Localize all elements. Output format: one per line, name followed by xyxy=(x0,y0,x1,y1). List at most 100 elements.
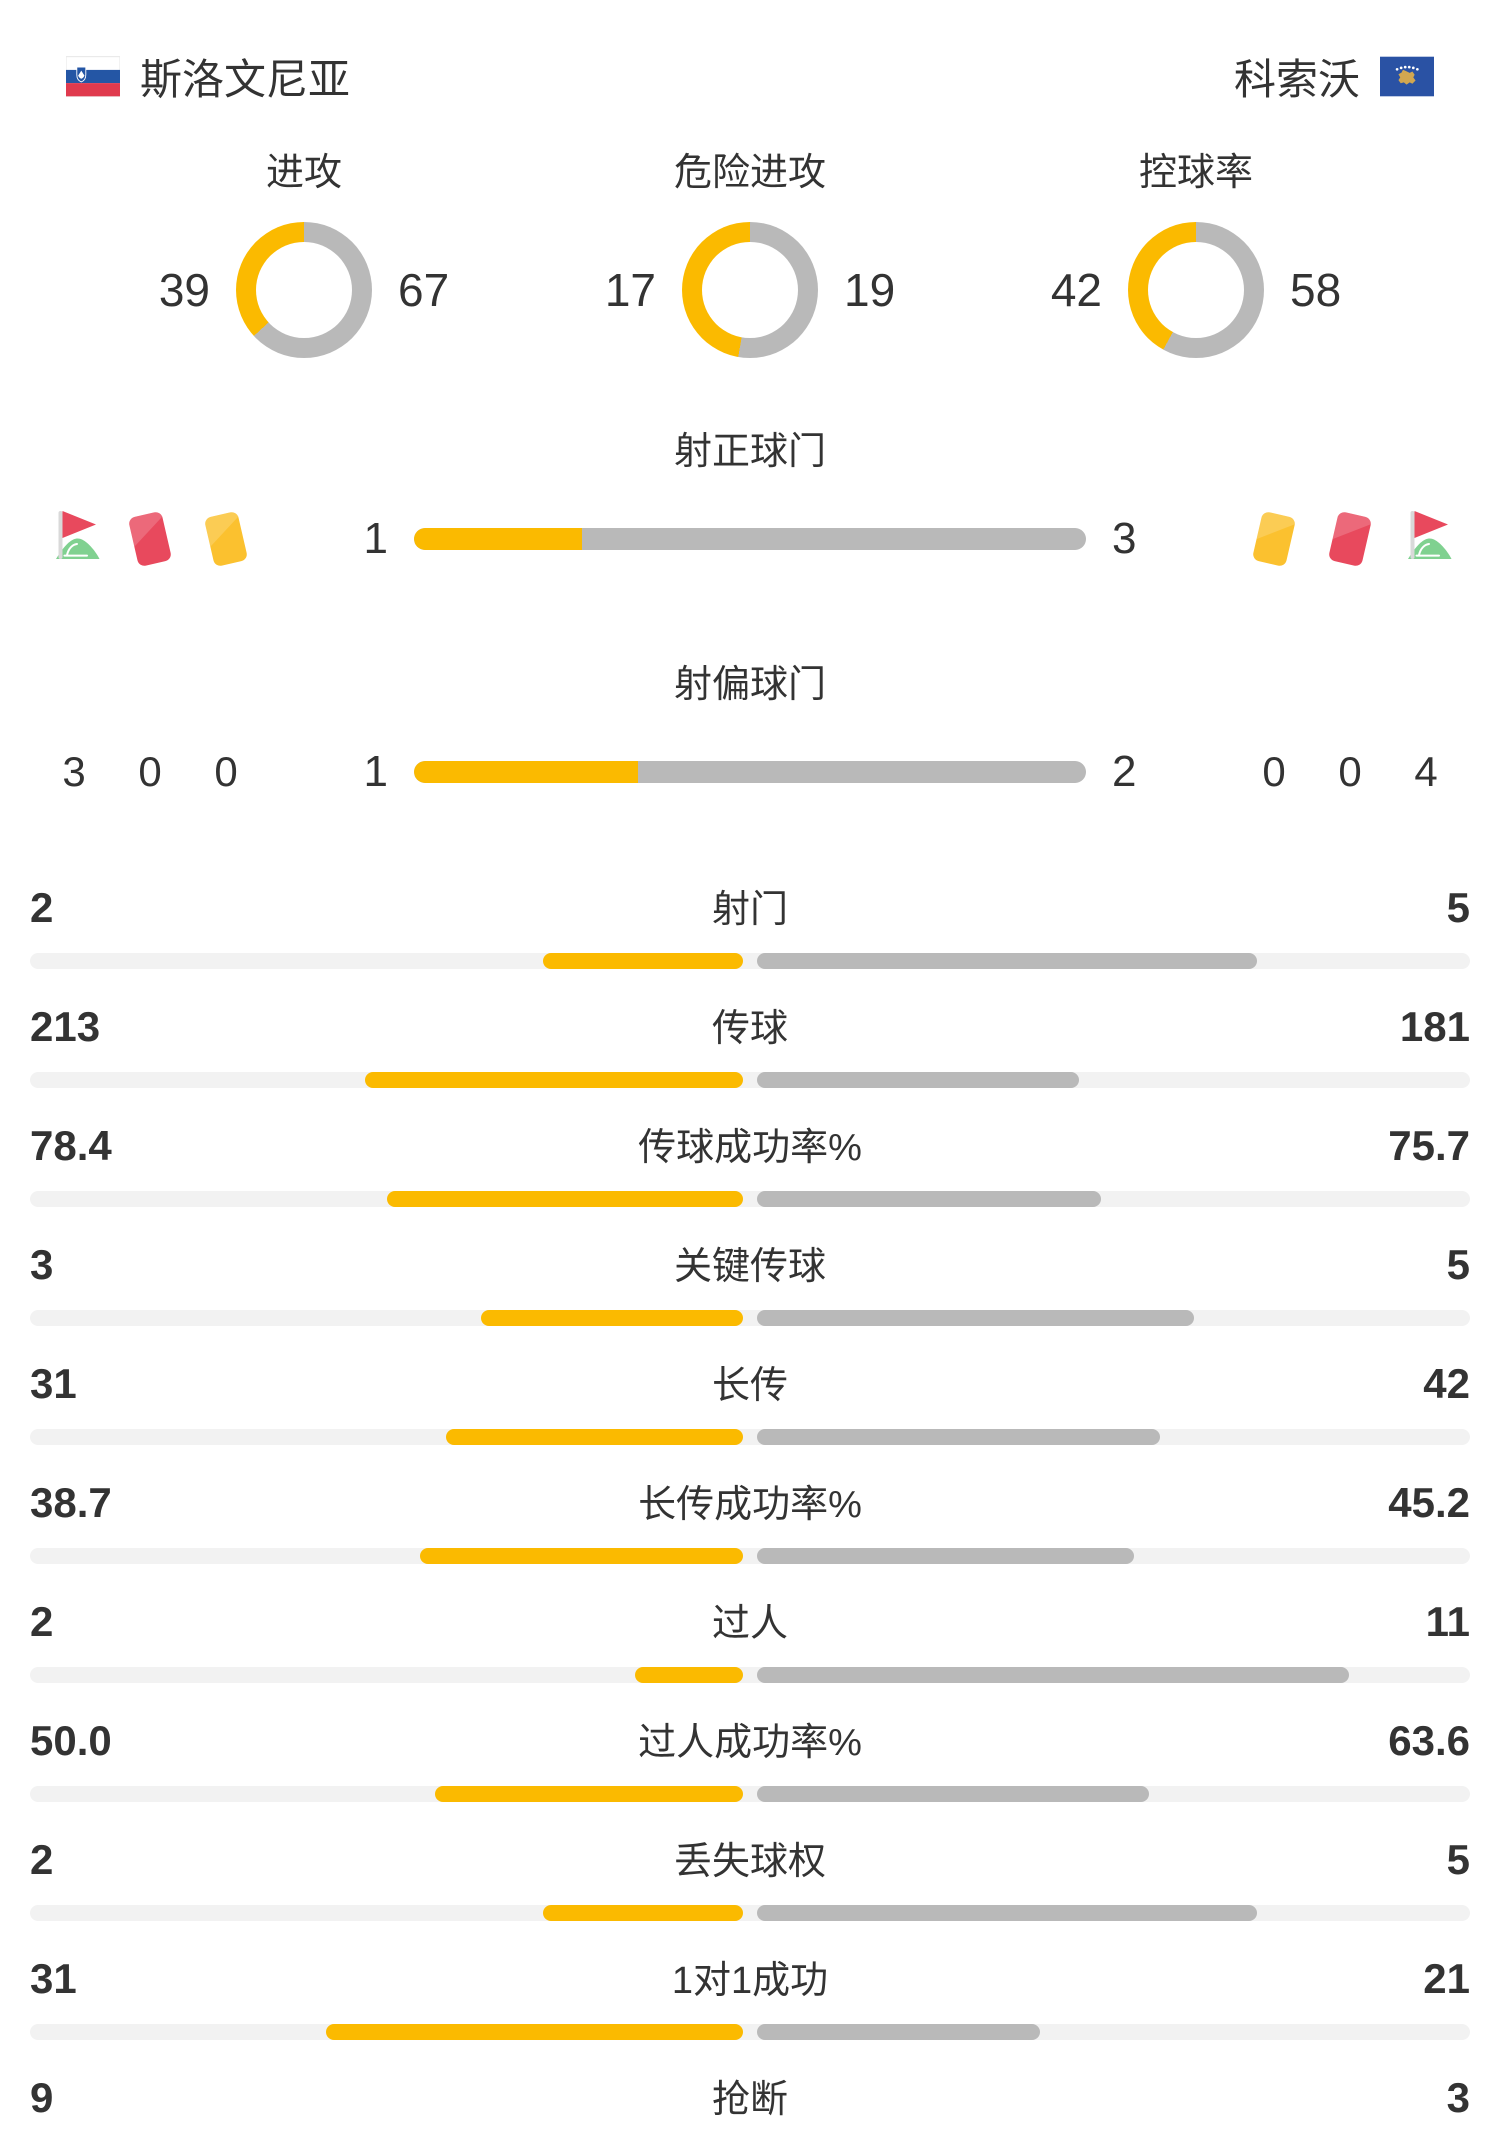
stat-label: 关键传球 xyxy=(673,1246,826,1288)
home-value: 9 xyxy=(30,2074,54,2121)
away-bar xyxy=(757,1429,1160,1445)
home-bar-fill xyxy=(414,528,582,550)
home-bar xyxy=(420,1548,743,1564)
bar-track xyxy=(30,1548,1470,1564)
home-value: 1 xyxy=(363,514,388,563)
away-value: 5 xyxy=(1446,1241,1470,1288)
stat-row: 2 过人 11 xyxy=(30,1564,1470,1683)
yellow-card-icon xyxy=(1235,500,1312,579)
stat-row: 31 1对1成功 21 xyxy=(30,1921,1470,2040)
donut-ring xyxy=(1128,222,1264,358)
home-discipline-icons xyxy=(42,506,258,572)
stat-row: 31 长传 42 xyxy=(30,1326,1470,1445)
stat-head: 2 丢失球权 5 xyxy=(30,1830,1470,1885)
bar-track xyxy=(30,1310,1470,1326)
stat-label: 传球成功率% xyxy=(638,1127,862,1169)
stat-label: 长传 xyxy=(711,1365,788,1407)
stat-row: 3 关键传球 5 xyxy=(30,1207,1470,1326)
home-bar xyxy=(542,1905,743,1921)
away-value: 21 xyxy=(1423,1955,1470,2002)
away-bar xyxy=(757,1667,1350,1683)
yellow-card-icon xyxy=(187,500,264,579)
bar-track xyxy=(30,1429,1470,1445)
away-yellow-cards-count: 0 xyxy=(1262,748,1286,795)
kosovo-flag-icon xyxy=(1380,56,1434,97)
home-team: 斯洛文尼亚 xyxy=(66,46,350,107)
away-value: 5 xyxy=(1446,884,1470,931)
donut-2: 控球率 42 58 xyxy=(973,141,1419,358)
home-value: 31 xyxy=(30,1360,77,1407)
bar-track xyxy=(30,1072,1470,1088)
bar-track xyxy=(30,2024,1470,2040)
donut-charts-section: 进攻 39 67 危险进攻 17 19 控球率 42 58 xyxy=(0,141,1500,358)
stats-list: 2 射门 5 213 传球 181 78.4 传球成功率% 75.7 3 关键传球 5 31 长传 42 38… xyxy=(30,850,1470,2138)
donut-away-value: 58 xyxy=(1290,264,1342,316)
away-bar xyxy=(757,1548,1134,1564)
slovenia-flag-icon xyxy=(66,56,120,97)
stat-label: 1对1成功 xyxy=(671,1960,829,2002)
away-value: 3 xyxy=(1446,2074,1470,2121)
away-value: 63.6 xyxy=(1388,1717,1470,1764)
donut-title: 进攻 xyxy=(265,152,342,194)
home-discipline-values: 3 0 0 xyxy=(42,748,258,796)
stat-head: 2 射门 5 xyxy=(30,878,1470,933)
home-bar xyxy=(445,1429,743,1445)
away-bar xyxy=(757,1310,1195,1326)
stat-head: 3 关键传球 5 xyxy=(30,1235,1470,1290)
away-discipline-icons xyxy=(1242,506,1458,572)
home-bar xyxy=(386,1191,743,1207)
away-bar xyxy=(757,1191,1101,1207)
stat-row: 213 传球 181 xyxy=(30,969,1470,1088)
donut-0: 进攻 39 67 xyxy=(81,141,527,358)
home-bar-fill xyxy=(414,761,638,783)
stat-label: 抢断 xyxy=(711,2079,788,2121)
away-corners-count: 4 xyxy=(1414,748,1438,795)
away-value: 75.7 xyxy=(1388,1122,1470,1169)
home-value: 38.7 xyxy=(30,1479,112,1526)
home-value: 213 xyxy=(30,1003,101,1050)
home-value: 31 xyxy=(30,1955,77,2002)
away-bar xyxy=(757,1072,1079,1088)
away-bar xyxy=(757,2024,1040,2040)
stat-head: 38.7 长传成功率% 45.2 xyxy=(30,1473,1470,1528)
away-bar xyxy=(757,953,1257,969)
stat-label: 传球 xyxy=(711,1008,788,1050)
away-value: 3 xyxy=(1112,514,1137,563)
bar-track xyxy=(30,1667,1470,1683)
stat-label: 过人 xyxy=(711,1603,788,1645)
home-value: 78.4 xyxy=(30,1122,112,1169)
bar-track xyxy=(30,1191,1470,1207)
home-yellow-cards-count: 0 xyxy=(214,748,238,795)
home-bar xyxy=(480,1310,743,1326)
home-bar xyxy=(635,1667,743,1683)
stat-row: 2 丢失球权 5 xyxy=(30,1802,1470,1921)
donut-title: 危险进攻 xyxy=(673,152,826,194)
away-value: 181 xyxy=(1399,1003,1470,1050)
donut-home-value: 17 xyxy=(604,264,656,316)
donut-body: 39 67 xyxy=(124,222,484,358)
bar-track xyxy=(414,528,1086,550)
donut-home-value: 42 xyxy=(1050,264,1102,316)
away-bar xyxy=(757,1905,1257,1921)
stat-label: 丢失球权 xyxy=(673,1841,826,1883)
stat-row: 78.4 传球成功率% 75.7 xyxy=(30,1088,1470,1207)
home-value: 3 xyxy=(30,1241,54,1288)
bar-track xyxy=(30,1905,1470,1921)
away-red-cards-count: 0 xyxy=(1338,748,1362,795)
stat-row: 50.0 过人成功率% 63.6 xyxy=(30,1683,1470,1802)
home-value: 2 xyxy=(30,1836,54,1883)
away-value: 5 xyxy=(1446,1836,1470,1883)
home-red-cards-count: 0 xyxy=(138,748,162,795)
red-card-icon xyxy=(111,500,188,579)
away-team: 科索沃 xyxy=(1234,46,1434,107)
away-bar xyxy=(757,1786,1149,1802)
stat-label: 长传成功率% xyxy=(638,1484,862,1526)
home-bar xyxy=(434,1786,743,1802)
away-value: 11 xyxy=(1425,1598,1470,1645)
away-team-name: 科索沃 xyxy=(1233,56,1360,103)
donut-body: 17 19 xyxy=(570,222,930,358)
